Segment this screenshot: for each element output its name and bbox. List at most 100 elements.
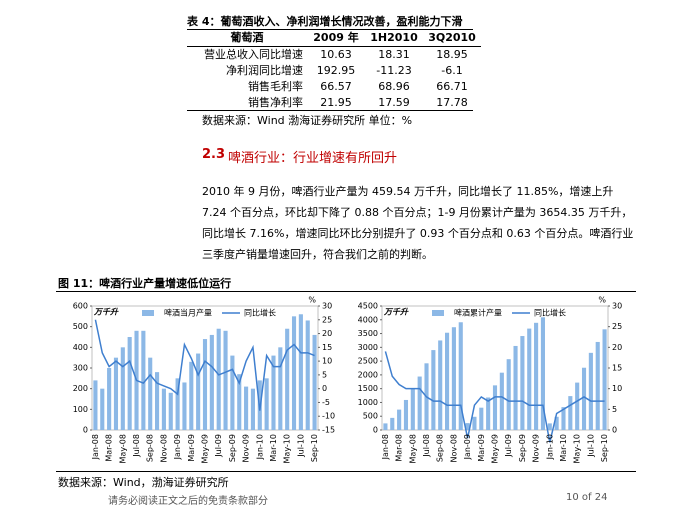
bar: [520, 336, 525, 430]
bar: [472, 416, 477, 430]
y-tick-label: 200: [73, 384, 88, 393]
y-tick-label: 500: [73, 322, 88, 331]
bar: [189, 361, 194, 430]
legend-label: 啤酒累计产量: [454, 308, 502, 318]
x-tick-label: Jul-10: [586, 434, 595, 458]
bar: [113, 357, 119, 430]
bar: [383, 423, 388, 430]
x-tick-label: Jul-09: [214, 434, 223, 458]
y2-tick-label: 25: [612, 322, 622, 331]
bar: [285, 328, 290, 430]
bar: [575, 382, 580, 430]
bar: [298, 314, 303, 430]
cell: 17.78: [436, 96, 468, 109]
y-tick-label: 4000: [358, 315, 378, 324]
x-tick-label: Sep-08: [146, 434, 155, 462]
header-row: 葡萄酒 2009 年 1H2010 3Q2010: [187, 30, 481, 47]
x-tick-label: May-08: [118, 434, 127, 463]
x-tick-label: Jul-08: [132, 434, 141, 458]
bar: [278, 347, 283, 430]
cell: 10.63: [320, 48, 352, 61]
y2-unit: %: [308, 296, 316, 305]
row: 销售净利率 21.95 17.59 17.78: [187, 95, 481, 111]
x-tick-label: Jul-08: [422, 434, 431, 458]
cell: -11.23: [376, 64, 412, 77]
chart: 0 100 200 300 400 500 600 -15 -10 -5 0 5 10 15 20 25 30 万…: [73, 296, 335, 464]
chart: 0 500 1000 1500 2000 2500 3000 3500 4000 4500 0 5 10…: [358, 296, 623, 464]
bar: [127, 337, 132, 430]
bar: [506, 359, 511, 430]
x-tick-label: Mar-08: [395, 434, 404, 462]
bar: [148, 357, 153, 430]
row: 净利润同比增速 192.95 -11.23 -6.1: [187, 63, 481, 79]
x-tick-label: Sep-10: [600, 434, 609, 462]
x-tick-label: Mar-10: [269, 434, 278, 462]
y-tick-label: 3000: [358, 343, 378, 352]
line: [384, 351, 605, 443]
y-tick-label: 4500: [358, 302, 378, 311]
table-title: 表 4：葡萄酒收入、净利润增长情况改善，盈利能力下滑: [187, 15, 463, 28]
bar: [141, 330, 146, 430]
cell: 21.95: [320, 96, 352, 109]
rule: [187, 110, 473, 111]
bar: [417, 376, 422, 430]
y-tick-label: 300: [73, 364, 88, 373]
bar: [554, 416, 559, 430]
y-tick-label: 100: [73, 405, 88, 414]
bar: [479, 407, 484, 430]
x-tick-label: Sep-09: [518, 434, 527, 462]
x-tick-label: May-10: [283, 434, 292, 463]
bar: [458, 322, 463, 430]
header-cell: 2009 年: [307, 30, 365, 47]
y2-tick-label: 30: [612, 302, 622, 311]
y-tick-label: 500: [363, 412, 378, 421]
table: 葡萄酒 2009 年 1H2010 3Q2010 营业总收入同比增速 10.63 18.31…: [187, 30, 481, 111]
y2-tick-label: 10: [322, 357, 332, 366]
legend-swatch: [432, 310, 444, 316]
cell: 营业总收入同比增速: [204, 48, 303, 61]
y2-tick-label: 20: [612, 343, 622, 352]
y2-tick-label: 30: [322, 302, 332, 311]
line: [94, 319, 315, 411]
y-tick-label: 400: [73, 343, 88, 352]
y2-tick-label: 5: [612, 405, 617, 414]
paragraph: 2010 年 9 月份，啤酒行业产量为 459.54 万千升，同比增长了 11.…: [202, 185, 634, 261]
y2-tick-label: 15: [612, 364, 622, 373]
cell: 销售毛利率: [248, 80, 303, 93]
x-tick-label: Jan-10: [545, 434, 554, 460]
bar: [209, 334, 214, 430]
cell: 66.71: [436, 80, 468, 93]
bar: [568, 396, 573, 430]
cell: 18.95: [436, 48, 468, 61]
x-tick-label: Mar-09: [187, 434, 196, 462]
bar: [534, 322, 539, 430]
x-tick-label: Mar-10: [559, 434, 568, 462]
x-tick-label: Nov-09: [242, 434, 251, 462]
bar: [527, 328, 532, 430]
x-tick-label: Nov-08: [159, 434, 168, 462]
x-tick-label: Jan-10: [255, 434, 264, 460]
bar: [264, 378, 269, 430]
bar: [465, 423, 470, 430]
y2-tick-label: 5: [322, 370, 327, 379]
bar: [513, 345, 518, 430]
x-tick-label: Nov-09: [532, 434, 541, 462]
bar: [547, 423, 552, 430]
bar: [182, 382, 187, 430]
cell: 销售净利率: [248, 96, 303, 109]
y-tick-label: 1500: [358, 384, 378, 393]
bar: [486, 397, 491, 430]
bar: [499, 372, 504, 430]
x-tick-label: Sep-09: [228, 434, 237, 462]
x-tick-label: Sep-10: [310, 434, 319, 462]
y-tick-label: 2500: [358, 357, 378, 366]
section-number: 2.3: [202, 147, 226, 162]
y2-tick-label: -5: [322, 398, 330, 407]
y-tick-label: 0: [373, 426, 378, 435]
y-tick-label: 2000: [358, 370, 378, 379]
bar: [230, 355, 235, 430]
bar: [93, 380, 98, 430]
x-tick-label: Jan-09: [463, 434, 472, 460]
y-tick-label: 1000: [358, 398, 378, 407]
cell: -6.1: [441, 64, 463, 77]
